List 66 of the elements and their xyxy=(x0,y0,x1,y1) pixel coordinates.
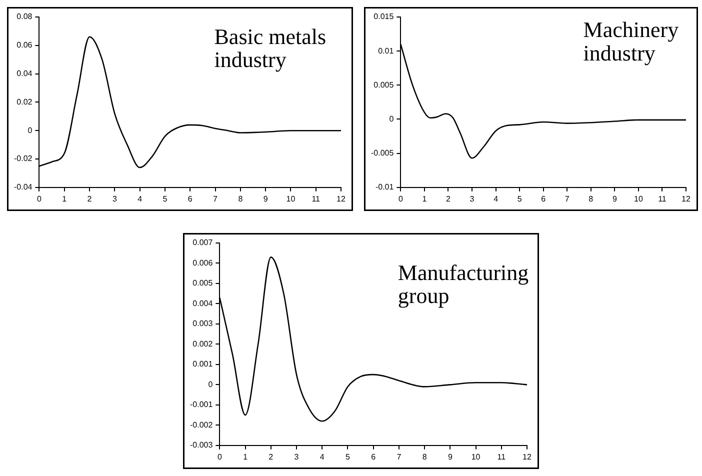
y-tick-label: 0.015 xyxy=(374,12,394,22)
y-tick-label: 0.003 xyxy=(192,319,214,328)
y-tick-label: 0.002 xyxy=(192,339,214,348)
x-tick-label: 4 xyxy=(138,194,143,204)
x-tick-label: 0 xyxy=(37,194,42,204)
y-tick-label: 0.01 xyxy=(378,46,394,56)
y-tick-label: 0.005 xyxy=(192,278,214,288)
y-tick-label: -0.01 xyxy=(375,182,394,192)
y-tick-label: 0.006 xyxy=(192,258,214,268)
x-tick-label: 4 xyxy=(494,194,499,204)
x-tick-label: 6 xyxy=(188,194,193,204)
x-tick-label: 10 xyxy=(634,194,644,204)
y-tick-label: 0 xyxy=(389,114,394,124)
x-tick-label: 9 xyxy=(612,194,618,204)
x-tick-label: 7 xyxy=(564,194,570,204)
x-tick-label: 5 xyxy=(517,194,522,204)
x-tick-label: 3 xyxy=(470,194,475,204)
x-tick-label: 10 xyxy=(286,194,296,204)
x-tick-label: 1 xyxy=(422,194,428,204)
y-tick-label: -0.02 xyxy=(14,154,33,164)
x-tick-label: 11 xyxy=(658,194,667,204)
x-tick-label: 11 xyxy=(312,194,321,204)
x-tick-label: 3 xyxy=(294,452,300,462)
x-tick-label: 5 xyxy=(346,452,351,462)
y-tick-label: 0.001 xyxy=(192,360,214,369)
y-tick-label: 0.08 xyxy=(16,12,33,22)
y-tick-label: 0.007 xyxy=(192,238,214,248)
x-tick-label: 4 xyxy=(320,452,325,462)
y-tick-label: -0.002 xyxy=(190,420,214,430)
x-tick-label: 9 xyxy=(448,452,453,462)
x-tick-label: 10 xyxy=(471,452,481,462)
x-tick-label: 2 xyxy=(268,452,274,462)
x-tick-label: 0 xyxy=(398,194,404,204)
text: Manufacturing group xyxy=(398,260,529,308)
x-tick-label: 1 xyxy=(62,194,68,204)
y-tick-label: 0.005 xyxy=(374,80,394,90)
y-tick-label: 0.06 xyxy=(16,40,33,50)
y-tick-label: -0.001 xyxy=(190,400,214,410)
x-tick-label: 1 xyxy=(243,452,248,462)
y-tick-label: 0.004 xyxy=(192,298,214,308)
x-tick-label: 2 xyxy=(87,194,92,204)
x-tick-label: 7 xyxy=(213,194,218,204)
x-tick-label: 12 xyxy=(682,194,691,204)
x-tick-label: 0 xyxy=(217,452,222,462)
text: Basic metals industry xyxy=(214,24,326,72)
y-tick-label: 0 xyxy=(208,380,214,389)
y-tick-label: 0.02 xyxy=(16,97,33,106)
x-tick-label: 2 xyxy=(446,194,452,204)
x-tick-label: 9 xyxy=(263,194,268,204)
x-tick-label: 8 xyxy=(238,194,244,204)
x-tick-label: 5 xyxy=(162,194,168,204)
x-tick-label: 6 xyxy=(371,452,376,462)
x-tick-label: 12 xyxy=(336,194,346,204)
x-tick-label: 6 xyxy=(541,194,546,204)
x-tick-label: 7 xyxy=(396,452,402,462)
x-tick-label: 8 xyxy=(422,452,428,462)
text: Machinery industry xyxy=(583,17,679,66)
y-tick-label: -0.003 xyxy=(190,440,214,450)
x-tick-label: 11 xyxy=(497,452,506,462)
x-tick-label: 8 xyxy=(588,194,594,204)
x-tick-label: 12 xyxy=(522,452,532,462)
x-tick-label: 3 xyxy=(112,194,118,204)
y-tick-label: 0 xyxy=(28,126,33,135)
y-tick-label: 0.04 xyxy=(16,69,33,78)
y-tick-label: -0.005 xyxy=(370,148,394,158)
y-tick-label: -0.04 xyxy=(14,182,33,192)
